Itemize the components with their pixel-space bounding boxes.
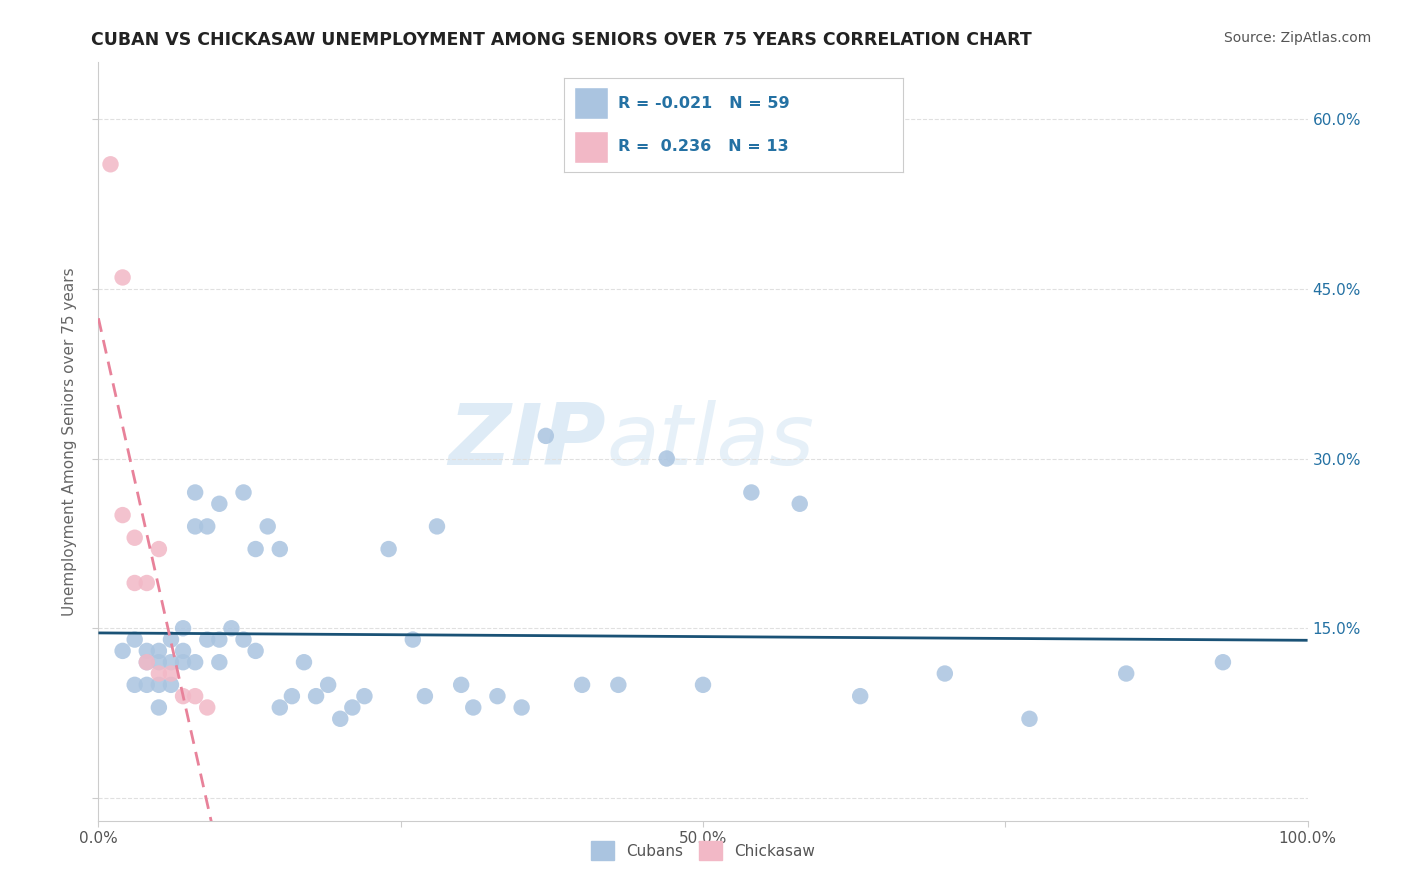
Point — [135, 655, 157, 669]
Point — [148, 655, 170, 669]
Point — [534, 429, 557, 443]
Point — [245, 644, 267, 658]
Point — [789, 497, 811, 511]
Point — [195, 632, 218, 647]
Point — [329, 712, 352, 726]
Point — [269, 700, 291, 714]
Point — [172, 644, 194, 658]
Point — [195, 519, 218, 533]
Point — [148, 542, 170, 557]
Point — [208, 655, 231, 669]
Point — [148, 678, 170, 692]
Point — [232, 632, 254, 647]
Point — [450, 678, 472, 692]
Text: Source: ZipAtlas.com: Source: ZipAtlas.com — [1223, 31, 1371, 45]
Point — [342, 700, 364, 714]
Point — [221, 621, 243, 635]
Point — [135, 576, 157, 591]
Point — [172, 655, 194, 669]
Point — [148, 666, 170, 681]
Point — [124, 632, 146, 647]
Point — [510, 700, 533, 714]
Point — [160, 655, 183, 669]
Text: atlas: atlas — [606, 400, 814, 483]
Point — [486, 689, 509, 703]
Point — [135, 655, 157, 669]
Point — [245, 542, 267, 557]
Point — [148, 644, 170, 658]
Legend: Cubans, Chickasaw: Cubans, Chickasaw — [585, 835, 821, 866]
Point — [208, 632, 231, 647]
Point — [1018, 712, 1040, 726]
Point — [195, 700, 218, 714]
Point — [426, 519, 449, 533]
Point — [111, 644, 134, 658]
Point — [184, 519, 207, 533]
Y-axis label: Unemployment Among Seniors over 75 years: Unemployment Among Seniors over 75 years — [62, 268, 77, 615]
Point — [160, 666, 183, 681]
Point — [269, 542, 291, 557]
Point — [413, 689, 436, 703]
Point — [232, 485, 254, 500]
Point — [172, 689, 194, 703]
Point — [655, 451, 678, 466]
Point — [402, 632, 425, 647]
Text: ZIP: ZIP — [449, 400, 606, 483]
Point — [1115, 666, 1137, 681]
Point — [184, 689, 207, 703]
Point — [281, 689, 304, 703]
Text: CUBAN VS CHICKASAW UNEMPLOYMENT AMONG SENIORS OVER 75 YEARS CORRELATION CHART: CUBAN VS CHICKASAW UNEMPLOYMENT AMONG SE… — [91, 31, 1032, 49]
Point — [305, 689, 328, 703]
Point — [607, 678, 630, 692]
Point — [124, 678, 146, 692]
Point — [934, 666, 956, 681]
Point — [111, 270, 134, 285]
Point — [160, 632, 183, 647]
Point — [184, 655, 207, 669]
Point — [135, 678, 157, 692]
Point — [100, 157, 122, 171]
Point — [740, 485, 762, 500]
Point — [292, 655, 315, 669]
Point — [184, 485, 207, 500]
Point — [135, 644, 157, 658]
Point — [256, 519, 278, 533]
Point — [172, 621, 194, 635]
Point — [377, 542, 399, 557]
Point — [463, 700, 485, 714]
Point — [148, 700, 170, 714]
Point — [316, 678, 339, 692]
Point — [111, 508, 134, 522]
Point — [353, 689, 375, 703]
Point — [160, 678, 183, 692]
Point — [692, 678, 714, 692]
Point — [208, 497, 231, 511]
Point — [571, 678, 593, 692]
Point — [124, 576, 146, 591]
Point — [849, 689, 872, 703]
Point — [1212, 655, 1234, 669]
Point — [124, 531, 146, 545]
